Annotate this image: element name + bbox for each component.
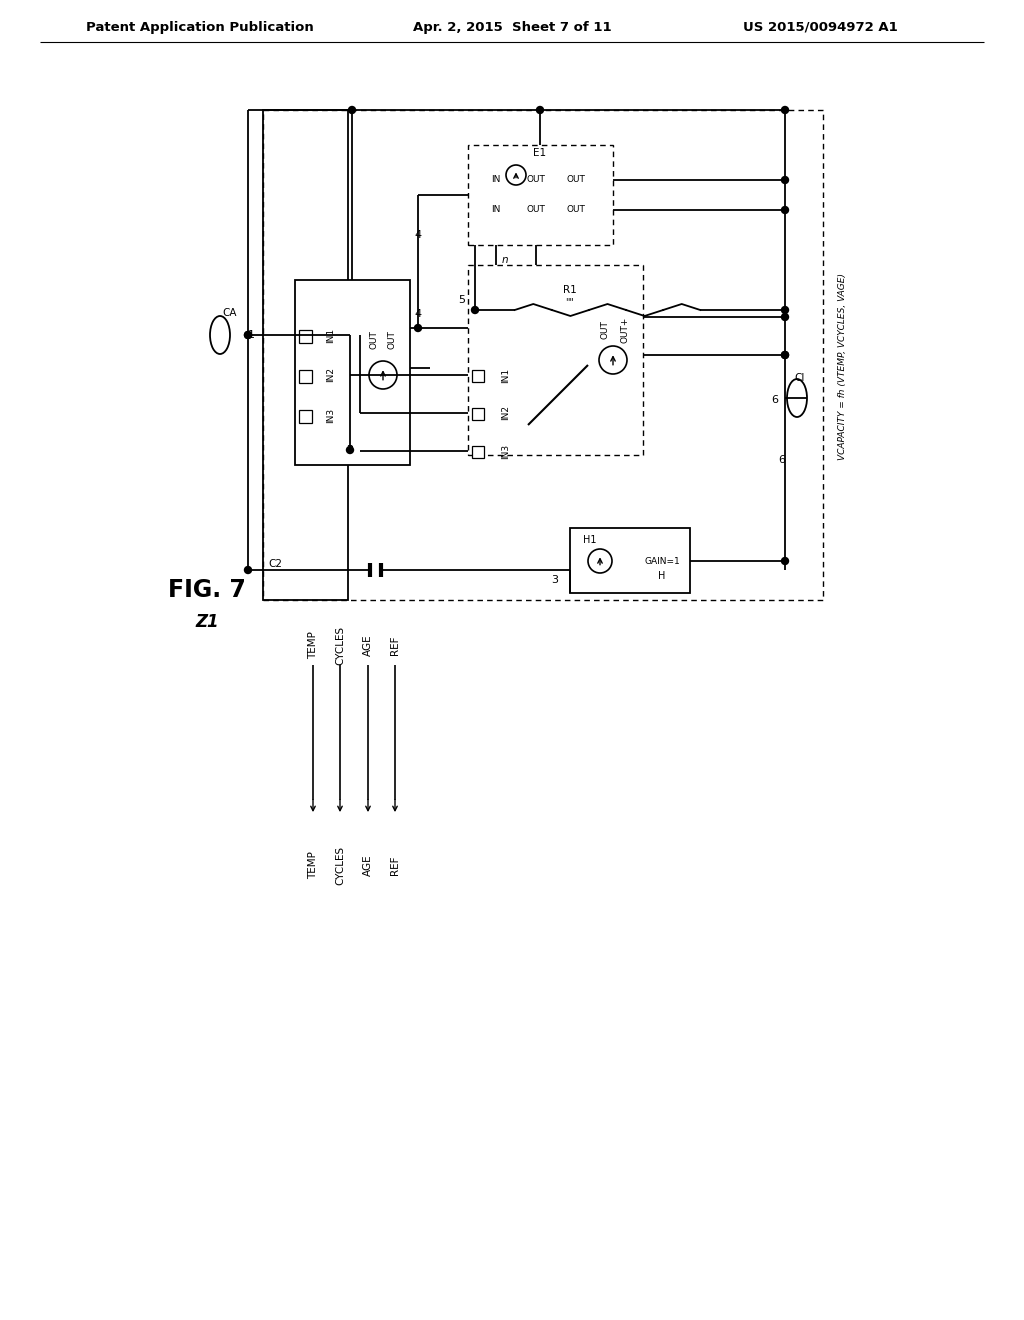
Bar (299, 370, 312, 383)
Text: "": "" (565, 297, 574, 308)
Text: REF: REF (390, 635, 400, 655)
Text: E1: E1 (534, 148, 547, 158)
Text: IN3: IN3 (327, 408, 336, 422)
Text: OUT: OUT (566, 176, 586, 185)
Text: IN1: IN1 (327, 327, 336, 343)
Bar (472, 408, 484, 420)
Circle shape (781, 351, 788, 359)
Text: FIG. 7: FIG. 7 (168, 578, 246, 602)
Bar (299, 330, 312, 343)
Text: Z1: Z1 (195, 612, 219, 631)
Text: 2: 2 (346, 445, 353, 455)
Text: IN2: IN2 (502, 405, 511, 421)
Text: CI: CI (795, 374, 805, 383)
Text: OUT: OUT (566, 206, 586, 214)
Circle shape (781, 557, 788, 565)
Text: H: H (658, 572, 666, 581)
Text: OUT: OUT (526, 206, 546, 214)
Text: R1: R1 (563, 285, 577, 294)
Text: GAIN=1: GAIN=1 (644, 557, 680, 565)
Text: 2: 2 (346, 445, 353, 455)
Text: 3: 3 (552, 576, 558, 585)
Text: VCAPACITY = fh (VTEMP, VCYCLES, VAGE): VCAPACITY = fh (VTEMP, VCYCLES, VAGE) (838, 273, 847, 459)
Text: n: n (502, 255, 508, 265)
Bar (468, 265, 643, 455)
Text: OUT: OUT (387, 330, 396, 350)
Circle shape (781, 177, 788, 183)
Circle shape (506, 165, 526, 185)
Text: 4: 4 (415, 230, 422, 240)
Circle shape (348, 107, 355, 114)
Circle shape (537, 107, 544, 114)
Bar (263, 110, 348, 601)
Text: OUT: OUT (370, 330, 379, 350)
Circle shape (781, 314, 788, 321)
Circle shape (471, 306, 478, 314)
Text: TEMP: TEMP (308, 631, 318, 659)
Circle shape (588, 549, 612, 573)
Circle shape (781, 107, 788, 114)
Text: CYCLES: CYCLES (335, 626, 345, 664)
Text: Apr. 2, 2015  Sheet 7 of 11: Apr. 2, 2015 Sheet 7 of 11 (413, 21, 611, 33)
Circle shape (245, 566, 252, 573)
Ellipse shape (787, 379, 807, 417)
Circle shape (245, 331, 252, 338)
Bar (570, 528, 690, 593)
Ellipse shape (210, 315, 230, 354)
Text: IN2: IN2 (327, 367, 336, 383)
Bar (468, 145, 613, 246)
Text: TEMP: TEMP (308, 851, 318, 879)
Text: 6: 6 (778, 455, 785, 465)
Text: 5: 5 (459, 294, 466, 305)
Text: IN3: IN3 (502, 444, 511, 458)
Circle shape (781, 206, 788, 214)
Text: Patent Application Publication: Patent Application Publication (86, 21, 314, 33)
Bar (472, 446, 484, 458)
Circle shape (781, 306, 788, 314)
Bar (263, 110, 823, 601)
Text: IN: IN (492, 206, 501, 214)
Circle shape (346, 446, 353, 454)
Text: OUT: OUT (526, 176, 546, 185)
Circle shape (781, 351, 788, 359)
Text: OUT: OUT (600, 321, 609, 339)
Text: OUT+: OUT+ (621, 317, 630, 343)
Circle shape (369, 360, 397, 389)
Bar (299, 411, 312, 422)
Text: AGE: AGE (362, 634, 373, 656)
Text: 1: 1 (248, 330, 255, 341)
Text: IN1: IN1 (502, 367, 511, 383)
Text: IN: IN (492, 176, 501, 185)
Text: REF: REF (390, 855, 400, 875)
Text: US 2015/0094972 A1: US 2015/0094972 A1 (742, 21, 897, 33)
Text: 4: 4 (415, 309, 422, 319)
Circle shape (599, 346, 627, 374)
Bar (295, 280, 410, 465)
Text: AGE: AGE (362, 854, 373, 875)
Bar (472, 370, 484, 381)
Circle shape (245, 331, 252, 338)
Circle shape (415, 325, 422, 331)
Text: 6: 6 (771, 395, 778, 405)
Text: CYCLES: CYCLES (335, 845, 345, 884)
Text: CA: CA (223, 308, 238, 318)
Text: H1: H1 (584, 535, 597, 545)
Text: C2: C2 (268, 558, 282, 569)
